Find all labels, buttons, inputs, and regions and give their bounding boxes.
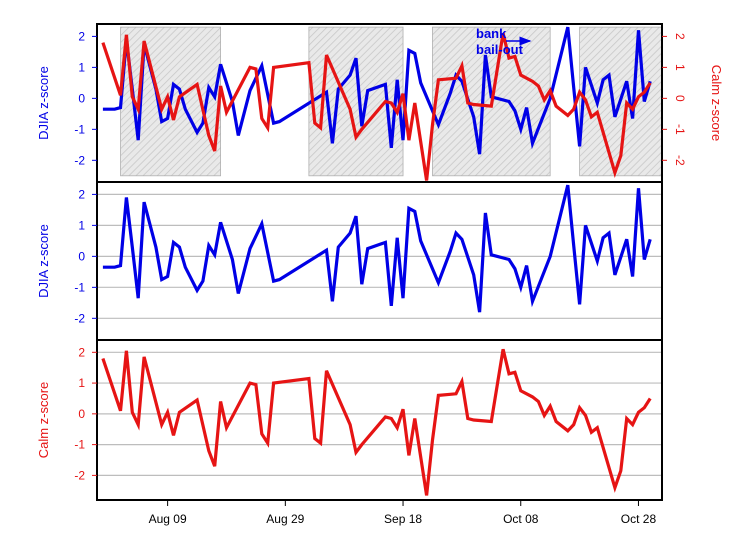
panel-3-left-tick-label: 1: [78, 376, 85, 390]
panel-2-left-tick-label: -1: [74, 280, 85, 294]
panel-3-left-tick-label: -2: [74, 468, 85, 482]
panel-2-left-tick-label: 2: [78, 187, 85, 201]
panel-2-left-tick-label: 0: [78, 249, 85, 263]
panel-2-left-tick-label: 1: [78, 218, 85, 232]
series-lines: [101, 26, 652, 496]
x-axis-tick-label: Aug 29: [266, 512, 304, 526]
panel-1-left-tick-label: 1: [78, 60, 85, 74]
bank-bailout-annotation: bank bail-out: [476, 26, 532, 57]
x-axis-tick-label: Oct 28: [621, 512, 657, 526]
annotation-bailout-text: bail-out: [476, 42, 524, 57]
panel-1-calm-series-line: [101, 32, 652, 181]
panel-1-left-tick-label: 2: [78, 29, 85, 43]
panel-1-left-tick-label: -2: [74, 153, 85, 167]
annotation-bank-text: bank: [476, 26, 507, 41]
axis-titles: Calm z-score DJIA z-score DJIA z-score Calm…: [36, 65, 724, 459]
panel-2-djia-series-line: [102, 184, 652, 313]
panel-2-left-tick-label: -2: [74, 311, 85, 325]
panel-1-right-tick-label: -1: [673, 124, 687, 135]
gridlines: [97, 193, 662, 476]
panel-1-left-axis-title: DJIA z-score: [36, 66, 51, 140]
panel-3-calm-series-line: [101, 348, 652, 496]
x-axis-tick-label: Aug 09: [149, 512, 187, 526]
panel-1-left-tick-label: -1: [74, 122, 85, 136]
panel-1-right-tick-label: 2: [673, 33, 687, 40]
panel-1-left-tick-label: 0: [78, 91, 85, 105]
panel-1-right-tick-label: 1: [673, 64, 687, 71]
panel-3-left-tick-label: 0: [78, 407, 85, 421]
panel-3-left-tick-label: 2: [78, 345, 85, 359]
panel-2-frame: [96, 181, 663, 341]
panel-3-left-tick-label: -1: [74, 438, 85, 452]
x-axis-tick-label: Oct 08: [503, 512, 539, 526]
panel-3-left-axis-title: Calm z-score: [36, 382, 51, 459]
panel-2-left-axis-title: DJIA z-score: [36, 224, 51, 298]
panel-1-right-tick-label: -2: [673, 155, 687, 166]
axes: -2 -1 0 1 2 -2 -1 0 1 2 -2 -1 0 1 2 -2 -1 0 1 2 Aug 09 Aug 29…: [74, 29, 687, 526]
panel-1-right-tick-label: 0: [673, 95, 687, 102]
x-axis-tick-label: Sep 18: [384, 512, 422, 526]
right-axis-title: Calm z-score: [709, 65, 724, 142]
panel-3-frame: [96, 339, 663, 501]
panel-frames: [96, 23, 663, 501]
